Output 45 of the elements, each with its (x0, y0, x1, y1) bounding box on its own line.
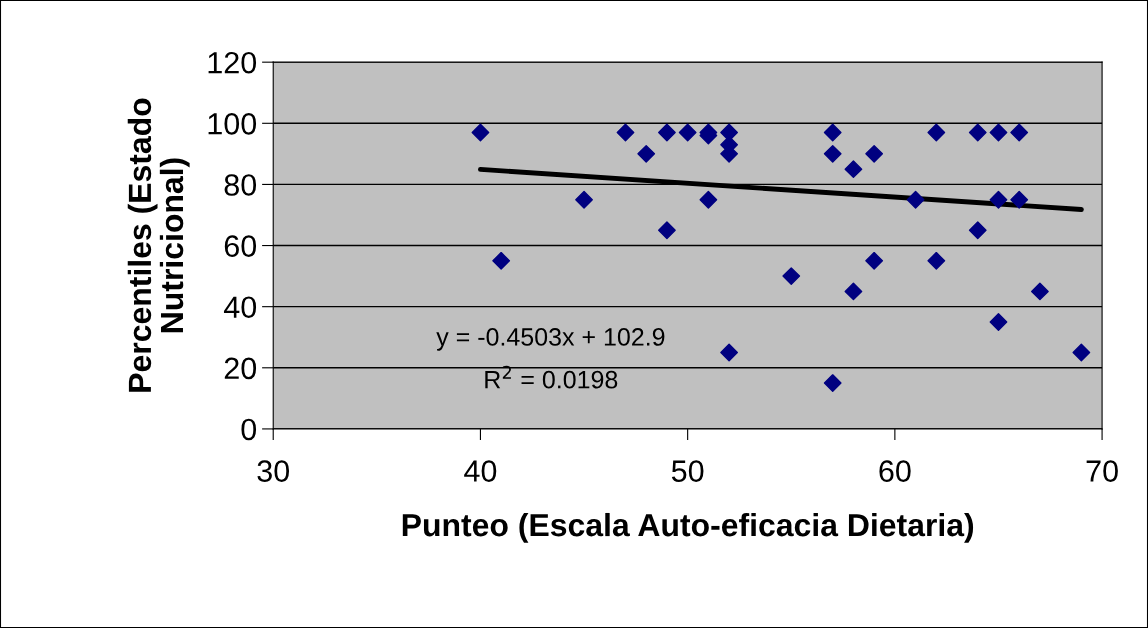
x-tick-label: 60 (879, 460, 911, 482)
point (637, 144, 656, 163)
y-tick-label: 20 (224, 357, 257, 380)
x-tick-label: 70 (1086, 460, 1118, 482)
point (699, 190, 718, 209)
point (782, 267, 801, 286)
point (865, 251, 884, 270)
point (844, 282, 863, 301)
point (906, 190, 925, 209)
point (968, 123, 987, 142)
point (865, 144, 884, 163)
point (823, 123, 842, 142)
y-tick-label: 0 (241, 418, 257, 441)
x-tick-label: 50 (671, 460, 704, 482)
point (658, 221, 676, 240)
point (823, 144, 842, 163)
point (492, 251, 511, 270)
annotation: y = -0.4503x + 102.9 (436, 328, 665, 351)
y-tick-label: 60 (224, 235, 257, 257)
point (678, 123, 697, 142)
point (658, 123, 676, 142)
point (575, 190, 593, 209)
point (927, 251, 946, 270)
point (471, 123, 490, 142)
x-tick-label: 30 (257, 460, 290, 482)
point (1010, 123, 1029, 142)
point (844, 160, 863, 179)
point (927, 123, 946, 142)
y-tick-label: 80 (224, 174, 257, 196)
point (968, 221, 987, 240)
point (616, 123, 635, 142)
y-tick-label: 100 (208, 113, 257, 135)
point (989, 123, 1008, 142)
point (1031, 282, 1049, 301)
x-axis-title: Punteo (Escala Auto-eficacia Dietaria) (402, 512, 974, 543)
point (989, 190, 1008, 209)
point (823, 374, 842, 392)
point (989, 313, 1008, 331)
y-tick-label: 40 (223, 296, 257, 319)
y-axis-title: Percentiles (Estado Nutricional) (127, 98, 190, 392)
point (1072, 343, 1091, 362)
x-tick-label: 40 (464, 460, 497, 482)
point (720, 343, 739, 362)
point (1010, 190, 1029, 209)
y-tick-label: 120 (208, 51, 257, 74)
